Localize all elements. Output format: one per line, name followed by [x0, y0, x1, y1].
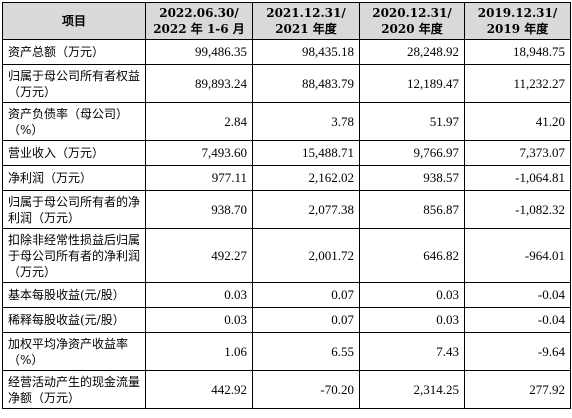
cell-value: 9,766.97 — [359, 140, 465, 166]
cell-value: 12,189.47 — [359, 64, 465, 103]
cell-value: 51.97 — [359, 102, 465, 141]
table-row: 归属于母公司所有者权益（万元） 89,893.24 88,483.79 12,1… — [2, 64, 571, 103]
header-period-2-date: 2021.12.31/ — [266, 6, 346, 20]
header-period-1-date: 2022.06.30/ — [159, 6, 239, 20]
header-period-4-label: 2019 年度 — [486, 22, 549, 36]
table-row: 基本每股收益(元/股） 0.03 0.07 0.03 -0.04 — [2, 282, 571, 308]
cell-value: 977.11 — [145, 165, 253, 191]
cell-value: 98,435.18 — [252, 39, 360, 65]
row-label: 稀释每股收益(元/股） — [2, 307, 146, 333]
cell-value: -1,064.81 — [464, 165, 571, 191]
cell-value: 0.07 — [252, 307, 360, 333]
table-row: 扣除非经常性损益后归属于母公司所有者的净利润（万元） 492.27 2,001.… — [2, 228, 571, 283]
row-label: 资产总额（万元） — [2, 39, 146, 65]
cell-value: 0.03 — [145, 307, 253, 333]
header-period-2-label: 2021 年度 — [275, 22, 337, 36]
cell-value: 7,493.60 — [145, 140, 253, 166]
table-row: 资产总额（万元） 99,486.35 98,435.18 28,248.92 1… — [2, 39, 571, 65]
header-period-3-date: 2020.12.31/ — [372, 6, 452, 20]
cell-value: 0.03 — [359, 307, 465, 333]
cell-value: -0.04 — [464, 282, 571, 308]
cell-value: 442.92 — [145, 370, 253, 409]
header-period-4: 2019.12.31/ 2019 年度 — [464, 2, 571, 40]
cell-value: -964.01 — [464, 228, 571, 283]
cell-value: 2,314.25 — [359, 370, 465, 409]
header-row: 项目 2022.06.30/ 2022 年 1-6 月 2021.12.31/ … — [2, 2, 571, 40]
table-row: 归属于母公司所有者的净利润（万元） 938.70 2,077.38 856.87… — [2, 190, 571, 229]
table-row: 净利润（万元） 977.11 2,162.02 938.57 -1,064.81 — [2, 165, 571, 191]
cell-value: 3.78 — [252, 102, 360, 141]
cell-value: 2.84 — [145, 102, 253, 141]
cell-value: 18,948.75 — [464, 39, 571, 65]
cell-value: 0.03 — [359, 282, 465, 308]
cell-value: 89,893.24 — [145, 64, 253, 103]
header-period-3-label: 2020 年度 — [381, 22, 443, 36]
header-period-2: 2021.12.31/ 2021 年度 — [252, 2, 360, 40]
cell-value: 0.07 — [252, 282, 360, 308]
cell-value: 646.82 — [359, 228, 465, 283]
table-row: 稀释每股收益(元/股） 0.03 0.07 0.03 -0.04 — [2, 307, 571, 333]
row-label: 经营活动产生的现金流量净额（万元） — [2, 370, 146, 409]
cell-value: 28,248.92 — [359, 39, 465, 65]
table-row: 资产负债率（母公司）（%） 2.84 3.78 51.97 41.20 — [2, 102, 571, 141]
cell-value: -0.04 — [464, 307, 571, 333]
cell-value: 856.87 — [359, 190, 465, 229]
cell-value: 7,373.07 — [464, 140, 571, 166]
cell-value: 99,486.35 — [145, 39, 253, 65]
row-label: 资产负债率（母公司）（%） — [2, 102, 146, 141]
cell-value: 15,488.71 — [252, 140, 360, 166]
cell-value: 492.27 — [145, 228, 253, 283]
header-period-1-label: 2022 年 1-6 月 — [153, 22, 245, 36]
row-label: 归属于母公司所有者权益（万元） — [2, 64, 146, 103]
financial-indicators-table: 项目 2022.06.30/ 2022 年 1-6 月 2021.12.31/ … — [2, 2, 571, 409]
header-period-4-date: 2019.12.31/ — [477, 6, 558, 20]
row-label: 净利润（万元） — [2, 165, 146, 191]
row-label: 营业收入（万元） — [2, 140, 146, 166]
cell-value: 938.70 — [145, 190, 253, 229]
header-item: 项目 — [2, 2, 146, 40]
cell-value: 7.43 — [359, 332, 465, 371]
row-label: 归属于母公司所有者的净利润（万元） — [2, 190, 146, 229]
table-row: 加权平均净资产收益率（%） 1.06 6.55 7.43 -9.64 — [2, 332, 571, 371]
cell-value: -1,082.32 — [464, 190, 571, 229]
cell-value: 1.06 — [145, 332, 253, 371]
cell-value: 277.92 — [464, 370, 571, 409]
cell-value: -70.20 — [252, 370, 360, 409]
cell-value: 2,077.38 — [252, 190, 360, 229]
cell-value: 88,483.79 — [252, 64, 360, 103]
cell-value: -9.64 — [464, 332, 571, 371]
cell-value: 0.03 — [145, 282, 253, 308]
row-label: 基本每股收益(元/股） — [2, 282, 146, 308]
header-period-1: 2022.06.30/ 2022 年 1-6 月 — [145, 2, 253, 40]
row-label: 扣除非经常性损益后归属于母公司所有者的净利润（万元） — [2, 228, 146, 283]
row-label: 加权平均净资产收益率（%） — [2, 332, 146, 371]
table-row: 营业收入（万元） 7,493.60 15,488.71 9,766.97 7,3… — [2, 140, 571, 166]
cell-value: 41.20 — [464, 102, 571, 141]
cell-value: 11,232.27 — [464, 64, 571, 103]
cell-value: 2,001.72 — [252, 228, 360, 283]
cell-value: 2,162.02 — [252, 165, 360, 191]
table-row: 经营活动产生的现金流量净额（万元） 442.92 -70.20 2,314.25… — [2, 370, 571, 409]
header-period-3: 2020.12.31/ 2020 年度 — [359, 2, 465, 40]
cell-value: 6.55 — [252, 332, 360, 371]
cell-value: 938.57 — [359, 165, 465, 191]
